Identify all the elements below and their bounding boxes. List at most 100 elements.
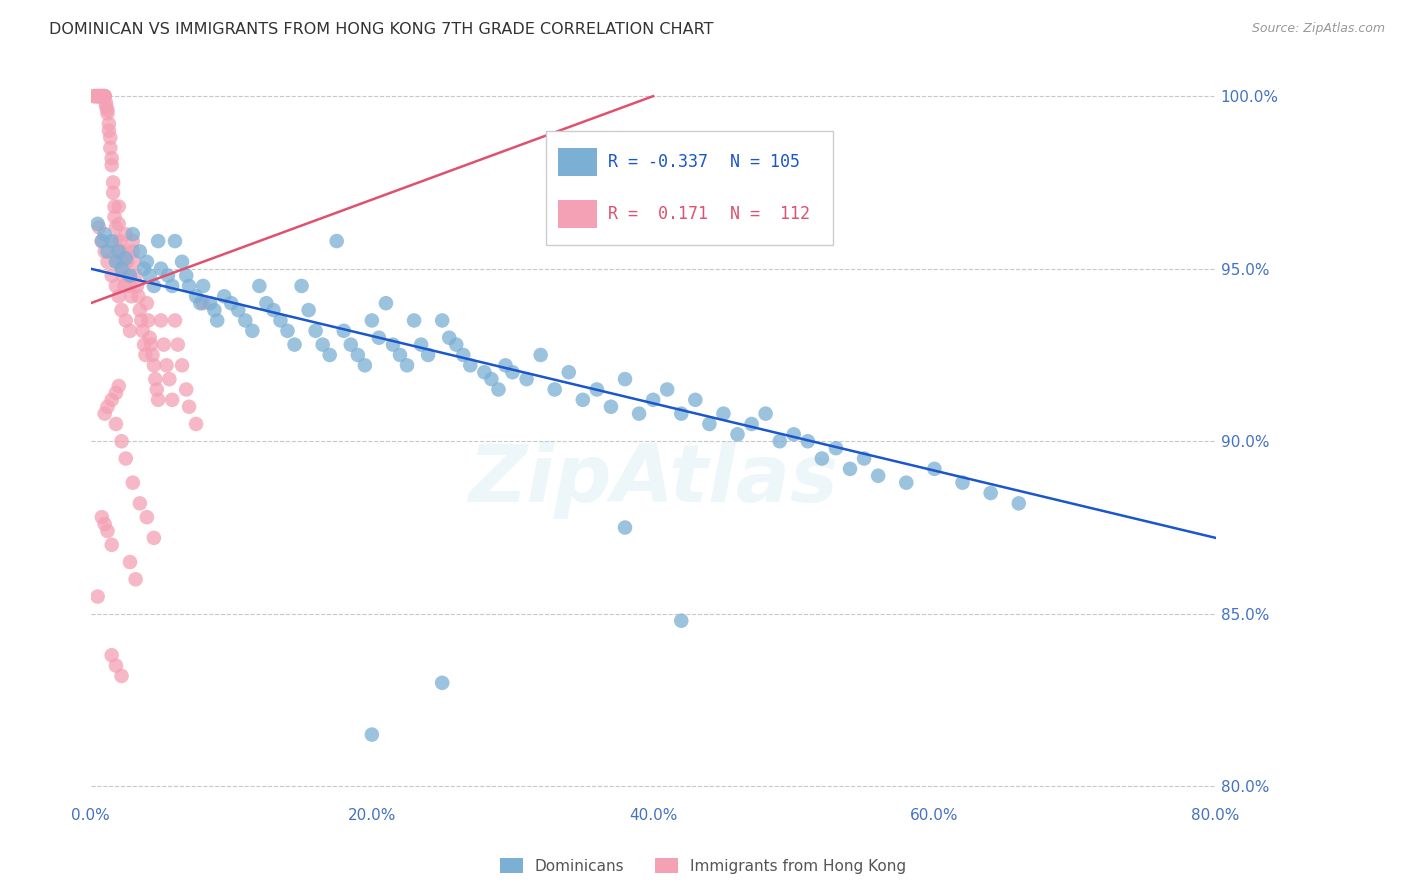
Point (304, 324, 326, 338)
Point (360, 728, 382, 742)
Point (174, 268, 197, 283)
Point (853, 451, 876, 466)
Point (105, 254, 128, 268)
Point (439, 331, 461, 345)
Point (93, 244, 115, 259)
Point (93, 407, 115, 421)
Point (135, 510, 157, 524)
Point (219, 296, 242, 310)
Point (86, 217, 108, 231)
Point (402, 313, 425, 327)
Point (98, 130, 121, 145)
Point (146, 392, 169, 407)
Point (184, 417, 207, 431)
Point (146, 234, 169, 248)
Point (409, 337, 432, 351)
Point (96, 103, 118, 117)
Point (671, 614, 693, 628)
Point (166, 337, 188, 351)
Point (212, 289, 235, 303)
Point (367, 331, 389, 345)
Point (115, 254, 138, 268)
Point (124, 268, 146, 283)
Point (600, 400, 623, 414)
Point (152, 337, 174, 351)
Point (297, 303, 319, 318)
Point (114, 244, 136, 259)
Point (198, 296, 221, 310)
Point (96, 106, 118, 120)
Text: R = -0.337: R = -0.337 (609, 153, 709, 170)
Point (105, 244, 128, 259)
Point (104, 279, 127, 293)
Point (93, 89, 115, 103)
Point (90, 89, 112, 103)
Point (432, 313, 454, 327)
Point (142, 359, 165, 373)
Point (94, 99, 117, 113)
Text: ZipAtlas: ZipAtlas (468, 442, 838, 519)
Point (90, 510, 112, 524)
Point (134, 348, 156, 362)
Point (143, 372, 166, 386)
Point (104, 386, 127, 401)
Point (101, 175, 124, 189)
Point (240, 324, 263, 338)
Point (100, 392, 122, 407)
Point (93, 227, 115, 242)
Point (149, 261, 172, 276)
Point (825, 441, 848, 455)
Point (107, 244, 129, 259)
Point (118, 324, 141, 338)
Point (110, 254, 132, 268)
Point (90, 89, 112, 103)
Point (495, 359, 517, 373)
Point (104, 417, 127, 431)
Point (741, 417, 763, 431)
Point (96, 254, 118, 268)
Point (110, 244, 132, 259)
Bar (558, 147, 598, 176)
Point (121, 227, 143, 242)
Point (111, 268, 134, 283)
Point (96, 524, 118, 538)
Point (797, 434, 820, 449)
Point (118, 279, 141, 293)
Point (111, 261, 134, 276)
Point (755, 407, 778, 421)
Point (104, 220, 127, 235)
Point (141, 348, 163, 362)
Point (103, 200, 125, 214)
Point (93, 517, 115, 532)
Point (339, 337, 361, 351)
Point (346, 348, 368, 362)
Point (388, 348, 411, 362)
Point (896, 475, 918, 490)
Point (318, 348, 340, 362)
Point (93, 89, 115, 103)
Point (156, 268, 179, 283)
Point (108, 234, 131, 248)
Point (127, 289, 149, 303)
Point (157, 372, 180, 386)
Point (170, 359, 193, 373)
Point (91, 89, 114, 103)
Point (544, 383, 567, 397)
Point (839, 462, 862, 476)
Legend: Dominicans, Immigrants from Hong Kong: Dominicans, Immigrants from Hong Kong (494, 852, 912, 880)
Point (86, 89, 108, 103)
Point (205, 313, 228, 327)
Point (121, 475, 143, 490)
Point (226, 303, 249, 318)
Point (516, 372, 538, 386)
Point (254, 296, 277, 310)
Point (121, 244, 143, 259)
Point (149, 313, 172, 327)
Point (269, 313, 291, 327)
Point (132, 337, 155, 351)
Point (100, 234, 122, 248)
Point (418, 348, 440, 362)
Point (481, 372, 503, 386)
Point (1008, 496, 1031, 510)
Point (104, 234, 127, 248)
